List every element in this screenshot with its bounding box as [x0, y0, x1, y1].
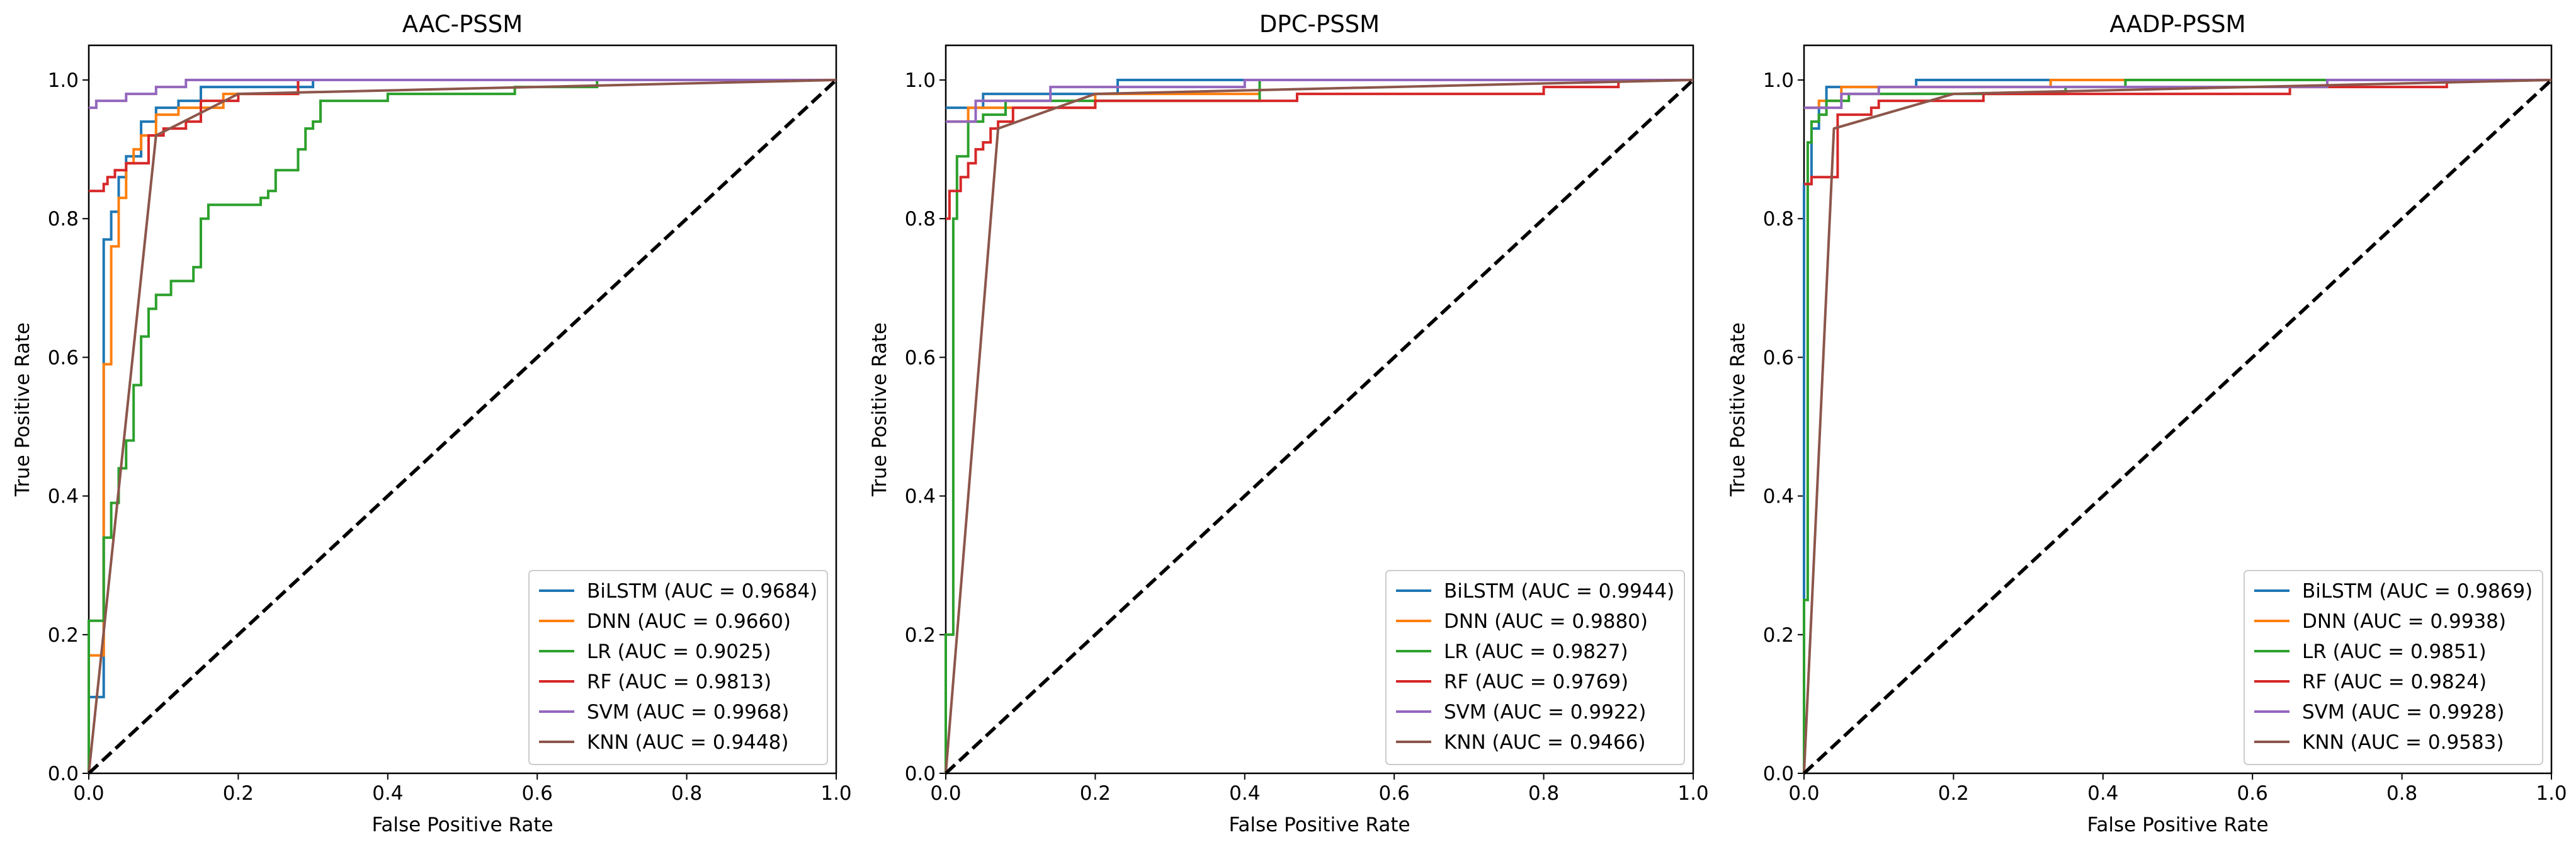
legend-label-svm: SVM (AUC = 0.9968)	[587, 701, 789, 724]
y-tick-label: 0.2	[1763, 624, 1794, 647]
subplot-dpc-pssm: 0.0 0.2 0.4 0.6 0.8 1.0 0.0 0.2 0.4 0.6 0.8 1.0 DP…	[868, 11, 1709, 836]
y-tick-label: 0.4	[48, 486, 79, 508]
legend-label-dnn: DNN (AUC = 0.9938)	[2302, 610, 2506, 633]
x-tick-label: 0.4	[372, 782, 403, 805]
y-axis-label: True Positive Rate	[11, 322, 34, 497]
x-tick-label: 0.8	[671, 782, 702, 805]
x-tick-label: 0.0	[73, 782, 104, 805]
y-tick-label: 0.8	[48, 208, 79, 230]
legend-box	[528, 570, 828, 765]
legend: BiLSTM (AUC = 0.9944) DNN (AUC = 0.9880) L…	[1385, 570, 1685, 765]
chart-title: AADP-PSSM	[2109, 11, 2245, 38]
legend-label-bilstm: BiLSTM (AUC = 0.9684)	[587, 580, 817, 603]
x-axis-label: False Positive Rate	[372, 814, 553, 836]
y-tick-label: 0.6	[48, 346, 79, 369]
roc-curve-lr	[88, 79, 836, 773]
x-tick-label: 0.0	[930, 782, 961, 805]
legend-label-rf: RF (AUC = 0.9824)	[2302, 671, 2487, 693]
y-axis-label: True Positive Rate	[868, 322, 891, 497]
roc-curve-dnn	[88, 79, 836, 773]
roc-curve-knn	[88, 79, 837, 774]
x-axis-label: False Positive Rate	[1228, 814, 1410, 836]
y-tick-label: 0.4	[1763, 486, 1794, 508]
roc-curve-svm	[1804, 79, 2551, 110]
y-tick-label: 0.6	[905, 346, 936, 369]
x-tick-label: 0.0	[1788, 782, 1819, 805]
y-tick-label: 0.8	[905, 208, 936, 230]
x-tick-label: 1.0	[820, 782, 851, 805]
legend-label-svm: SVM (AUC = 0.9922)	[1444, 701, 1646, 724]
y-tick-label: 1.0	[905, 69, 936, 92]
legend-label-knn: KNN (AUC = 0.9583)	[2302, 731, 2504, 754]
chance-diagonal	[88, 79, 837, 775]
y-tick-label: 0.8	[1763, 208, 1794, 230]
legend: BiLSTM (AUC = 0.9869) DNN (AUC = 0.9938) L…	[2244, 570, 2543, 765]
legend-label-dnn: DNN (AUC = 0.9660)	[587, 610, 791, 633]
x-tick-label: 0.6	[1379, 782, 1410, 805]
legend-box	[2244, 570, 2543, 765]
x-tick-label: 0.2	[1080, 782, 1111, 805]
roc-curve-rf	[946, 79, 1693, 220]
y-tick-label: 0.2	[48, 624, 79, 647]
roc-curve-knn	[945, 79, 1694, 774]
x-axis: 0.0 0.2 0.4 0.6 0.8 1.0	[1788, 773, 2567, 805]
legend-label-rf: RF (AUC = 0.9769)	[1444, 671, 1628, 693]
legend-box	[1385, 570, 1685, 765]
x-tick-label: 1.0	[2536, 782, 2567, 805]
legend-label-bilstm: BiLSTM (AUC = 0.9944)	[1444, 580, 1674, 603]
legend-label-lr: LR (AUC = 0.9851)	[2302, 640, 2487, 663]
roc-curve-bilstm	[88, 79, 836, 773]
x-tick-label: 0.4	[2087, 782, 2118, 805]
x-axis: 0.0 0.2 0.4 0.6 0.8 1.0	[930, 773, 1709, 805]
x-tick-label: 1.0	[1677, 782, 1708, 805]
y-tick-label: 1.0	[48, 69, 79, 92]
subplot-aac-pssm: 0.0 0.2 0.4 0.6 0.8 1.0 0.0 0.2 0.4 0.6 0.8 1.0 AA…	[11, 11, 852, 836]
chart-title: DPC-PSSM	[1259, 11, 1380, 38]
y-tick-label: 0.0	[48, 763, 79, 785]
y-axis: 0.0 0.2 0.4 0.6 0.8 1.0	[48, 69, 89, 785]
y-axis: 0.0 0.2 0.4 0.6 0.8 1.0	[1763, 69, 1804, 785]
x-tick-label: 0.2	[1938, 782, 1969, 805]
chance-diagonal	[1803, 79, 2553, 775]
x-tick-label: 0.8	[2386, 782, 2417, 805]
x-axis: 0.0 0.2 0.4 0.6 0.8 1.0	[73, 773, 852, 805]
roc-curve-knn	[1803, 79, 2552, 774]
legend-label-knn: KNN (AUC = 0.9448)	[587, 731, 788, 754]
y-tick-label: 0.0	[905, 763, 936, 785]
y-tick-label: 0.4	[905, 486, 936, 508]
legend: BiLSTM (AUC = 0.9684) DNN (AUC = 0.9660) L…	[528, 570, 828, 765]
x-tick-label: 0.4	[1229, 782, 1260, 805]
y-tick-label: 1.0	[1763, 69, 1794, 92]
series-group	[1803, 79, 2552, 774]
x-tick-label: 0.2	[223, 782, 254, 805]
legend-label-svm: SVM (AUC = 0.9928)	[2302, 701, 2504, 724]
legend-label-dnn: DNN (AUC = 0.9880)	[1444, 610, 1648, 633]
roc-curve-svm	[946, 79, 1693, 123]
series-group	[88, 79, 837, 774]
x-tick-label: 0.6	[2237, 782, 2268, 805]
y-axis-label: True Positive Rate	[1727, 322, 1749, 497]
subplot-aadp-pssm: 0.0 0.2 0.4 0.6 0.8 1.0 0.0 0.2 0.4 0.6 0.8 1.0 AA…	[1727, 11, 2567, 836]
x-axis-label: False Positive Rate	[2087, 814, 2268, 836]
y-tick-label: 0.0	[1763, 763, 1794, 785]
legend-label-bilstm: BiLSTM (AUC = 0.9869)	[2302, 580, 2533, 603]
legend-label-lr: LR (AUC = 0.9827)	[1444, 640, 1628, 663]
chance-diagonal	[945, 79, 1694, 775]
chart-title: AAC-PSSM	[402, 11, 523, 38]
y-tick-label: 0.2	[905, 624, 936, 647]
y-tick-label: 0.6	[1763, 346, 1794, 369]
series-group	[945, 79, 1694, 774]
roc-curve-rf	[1804, 79, 2551, 186]
y-axis: 0.0 0.2 0.4 0.6 0.8 1.0	[905, 69, 946, 785]
legend-label-knn: KNN (AUC = 0.9466)	[1444, 731, 1645, 754]
x-tick-label: 0.8	[1528, 782, 1559, 805]
legend-label-lr: LR (AUC = 0.9025)	[587, 640, 771, 663]
x-tick-label: 0.6	[522, 782, 553, 805]
roc-curve-svm	[89, 79, 836, 110]
legend-label-rf: RF (AUC = 0.9813)	[587, 671, 771, 693]
